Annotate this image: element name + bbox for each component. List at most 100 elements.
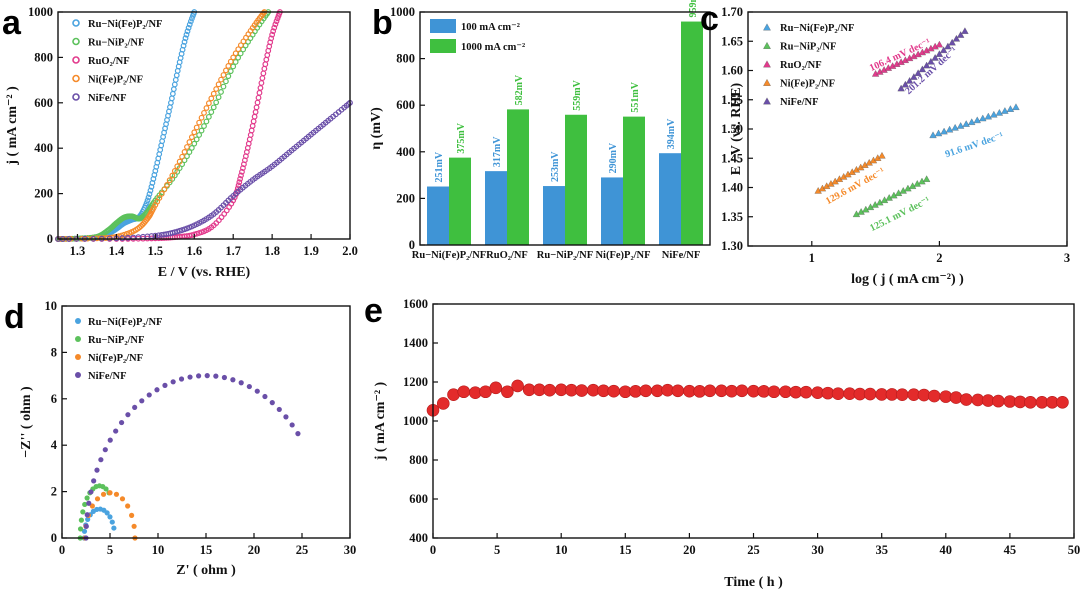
panel-a-data-point [259,75,266,82]
panel-a-x-tick-label: 1.4 [109,244,125,258]
panel-a-x-axis-label: E / V (vs. RHE) [158,265,251,280]
panel-a-x-tick-label: 1.5 [148,244,164,258]
panel-b-category-label: Ni(Fe)P₂/NF [595,250,650,261]
panel-a-legend-label: NiFe/NF [88,93,127,104]
panel-a-data-point [230,63,237,70]
panel-a-y-tick-label: 600 [34,96,53,110]
panel-d-data-point [178,376,185,382]
panel-a-data-point [191,140,198,147]
panel-d-data-point [262,393,268,400]
panel-d-data-point [269,400,275,406]
panel-a-data-point [171,167,178,174]
panel-d-data-point [77,526,84,532]
panel-a-data-point [155,232,162,239]
panel-c-y-tick-label: 1.60 [721,64,743,78]
panel-e-data-point [831,387,845,401]
panel-c-data-point [918,65,927,73]
panel-a-data-point [118,232,125,239]
panel-a-data-point [222,78,229,85]
panel-e-data-point [895,388,909,401]
panel-e-x-tick-label: 20 [683,543,696,557]
panel-a-data-point [176,158,183,165]
panel-a-legend-marker [72,19,80,27]
panel-a-data-point [262,61,269,68]
panel-a-legend-marker [72,37,80,46]
panel-a-data-point [239,168,245,175]
panel-d-data-point [81,528,88,534]
panel-b-category-label: Ru−Ni(Fe)P₂/NF [412,250,486,261]
panel-a-y-tick-label: 0 [47,232,53,246]
panel-d-legend-label: Ru−NiP₂/NF [88,335,144,346]
panel-c-data-point [962,120,970,127]
panel-e-y-tick-label: 1600 [403,297,428,311]
panel-c-data-point [957,122,965,129]
panel-a-data-point [196,132,203,138]
panel-a-data-point [148,233,155,239]
panel-d-x-tick-label: 15 [200,543,213,557]
panel-c-legend-label: Ni(Fe)P₂/NF [780,79,835,90]
panel-c-data-point [1006,105,1015,112]
panel-d-data-point [94,467,100,473]
panel-e-data-point [511,379,524,393]
panel-b-y-tick-label: 0 [409,238,415,252]
panel-a-x-tick-label: 1.7 [225,244,241,258]
panel-e-data-point [1056,395,1069,409]
panel-c-legend-marker [763,60,771,68]
panel-c-data-point [961,27,969,34]
panel-a-data-point [208,95,215,102]
panel-d-y-tick-label: 0 [51,531,57,545]
panel-a-data-point [198,114,205,121]
panel-c-series-1 [852,175,931,218]
panel-c-data-point [910,73,918,80]
panel-d-x-tick-label: 25 [296,543,309,557]
panel-b-bar [507,109,529,245]
panel-d-data-point [98,457,104,463]
panel-d-data-point [109,519,115,525]
panel-e-data-point [960,393,973,406]
panel-a-data-point [203,118,210,125]
panel-a-data-point [271,24,278,31]
panel-a-data-point [186,21,193,28]
panel-e-data-point [735,384,749,398]
panel-d-data-point [89,503,95,509]
panel-d-data-point [221,374,228,381]
panel-d-legend-marker [75,372,81,378]
panel-e-data-point [575,384,589,397]
panel-a-data-point [173,72,180,79]
panel-e-data-point [501,385,514,399]
panel-letter-a: a [2,4,22,42]
panel-c-data-point [878,151,886,159]
panel-a-data-point [270,28,277,35]
panel-e-data-point [992,394,1005,408]
panel-e-x-tick-label: 35 [875,543,888,557]
panel-c-legend-label: RuO₂/NF [780,60,822,71]
panel-a-data-point [174,163,181,170]
panel-a-data-point [255,94,262,101]
panel-a-data-point [232,50,239,57]
panel-e-data-point [543,383,556,397]
panel-a-y-tick-label: 200 [34,187,53,201]
panel-a-x-tick-label: 1.9 [303,244,319,258]
panel-e-y-tick-label: 600 [409,492,428,506]
panel-b-bar-value-label: 317mV [492,136,503,167]
panel-c-series-2 [871,40,944,77]
panel-c-y-tick-label: 1.40 [721,181,743,195]
panel-c-data-point [951,123,959,131]
panel-e-data-point [1024,395,1037,409]
panel-b-category-label: Ru−NiP₂/NF [537,250,593,261]
panel-a-legend-marker [72,56,80,64]
panel-e-data-point [489,381,503,395]
panel-a-data-point [248,127,255,134]
panel-a-data-point [238,172,244,179]
panel-e-x-tick-label: 25 [747,543,760,557]
panel-d-data-point [91,478,97,484]
panel-b-bar-value-label: 375mV [456,122,467,153]
panel-d-data-point [125,503,131,509]
panel-e-data-point [767,385,781,399]
panel-a-y-tick-label: 800 [34,50,53,64]
panel-c-legend-marker [763,78,771,86]
panel-a-data-point [182,35,189,42]
panel-d-x-tick-label: 0 [59,543,65,557]
panel-e-data-point [799,385,813,399]
